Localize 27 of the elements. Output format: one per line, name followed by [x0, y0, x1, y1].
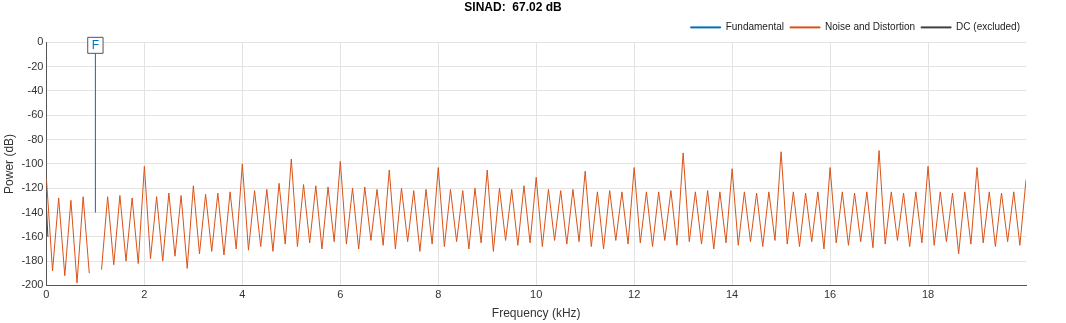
chart-title: SINAD: 67.02 dB — [464, 0, 563, 14]
y-tick-label: -40 — [27, 84, 44, 97]
x-tick-label: 2 — [141, 288, 148, 301]
legend-label: Fundamental — [725, 21, 785, 33]
y-tick-label: -60 — [27, 108, 44, 121]
y-tick-label: -20 — [27, 59, 44, 72]
y-tick-label: -160 — [21, 229, 44, 242]
y-tick-label: 0 — [37, 35, 44, 48]
y-axis-title: Power (dB) — [1, 133, 16, 194]
legend-label: Noise and Distortion — [825, 21, 916, 33]
y-tick-label: -80 — [27, 132, 44, 145]
y-tick-label: -200 — [21, 278, 44, 291]
y-tick-label: -140 — [21, 205, 44, 218]
x-axis-title: Frequency (kHz) — [491, 306, 581, 321]
y-tick-label: -180 — [21, 254, 44, 267]
x-tick-label: 12 — [628, 288, 641, 301]
x-tick-label: 8 — [435, 288, 442, 301]
y-tick-label: -100 — [21, 156, 44, 169]
x-tick-label: 16 — [823, 288, 837, 301]
legend-label: DC (excluded) — [956, 21, 1021, 33]
annotation: F — [91, 37, 100, 52]
y-tick-label: -120 — [21, 181, 44, 194]
x-tick-label: 14 — [726, 288, 739, 301]
x-tick-label: 6 — [337, 288, 344, 301]
x-tick-label: 4 — [239, 288, 246, 301]
x-tick-label: 10 — [530, 288, 543, 301]
x-tick-label: 18 — [921, 288, 935, 301]
